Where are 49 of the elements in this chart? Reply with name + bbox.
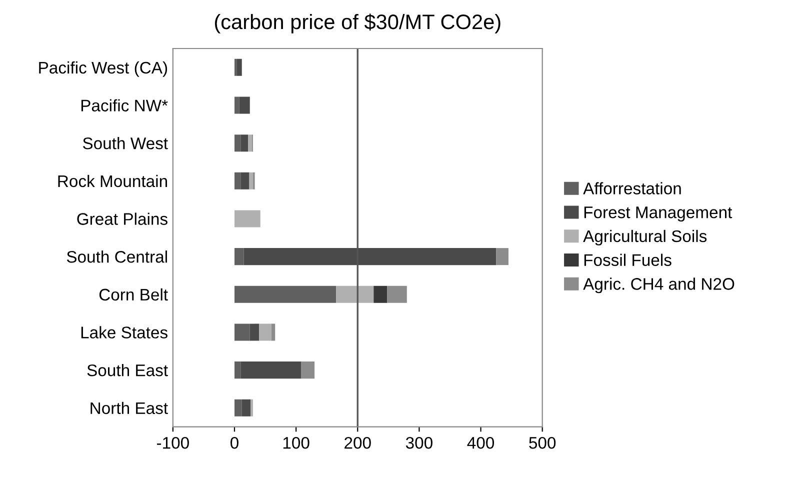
bar [234,362,241,379]
y-tick-label: South East [87,364,168,376]
legend-label: Afforrestation [583,182,681,194]
x-tick-label: -100 [156,436,189,449]
bar [234,399,242,416]
y-tick-label: North East [90,402,168,414]
chart-title: (carbon price of $30/MT CO2e) [214,14,500,34]
bar [234,172,241,190]
y-tick-label: Corn Belt [99,288,168,301]
y-tick-label: Great Plains [77,212,168,225]
x-tick-label: 300 [406,436,432,449]
bar [250,324,260,341]
legend-label: Agric. CH4 and N2O [583,278,734,294]
bar [234,210,260,228]
y-tick-label: Pacific NW* [81,99,168,112]
x-tick-label: 0 [230,436,238,449]
bar [234,134,241,152]
bar [234,58,237,76]
x-tick-label: 400 [467,436,494,449]
bar [271,324,276,341]
bar [234,248,244,266]
bar [234,324,250,341]
bar [300,362,315,379]
bar [240,362,301,379]
bar [234,96,240,114]
x-tick-label: 500 [529,436,556,449]
bar [387,286,407,303]
y-tick-label: South Central [66,250,167,263]
y-tick-label: South West [82,137,168,150]
legend-label: Agricultural Soils [583,230,707,246]
y-tick-label: Rock Mountain [58,174,167,188]
bar [374,286,388,303]
y-tick-label: Lake States [81,326,168,338]
x-tick-label: 100 [283,436,310,449]
bar [240,134,248,152]
legend-label: Forest Management [584,206,732,222]
bar [259,324,272,341]
bar [234,286,336,303]
bar [240,172,250,190]
bar [242,399,250,416]
bar [239,96,250,114]
y-tick-label: Pacific West (CA) [39,61,168,77]
bar [248,134,252,152]
bar [249,172,253,190]
bar [496,248,508,266]
bar [236,58,242,76]
legend-label: Fossil Fuels [584,254,672,266]
x-tick-label: 200 [344,436,371,449]
bar [336,286,374,303]
